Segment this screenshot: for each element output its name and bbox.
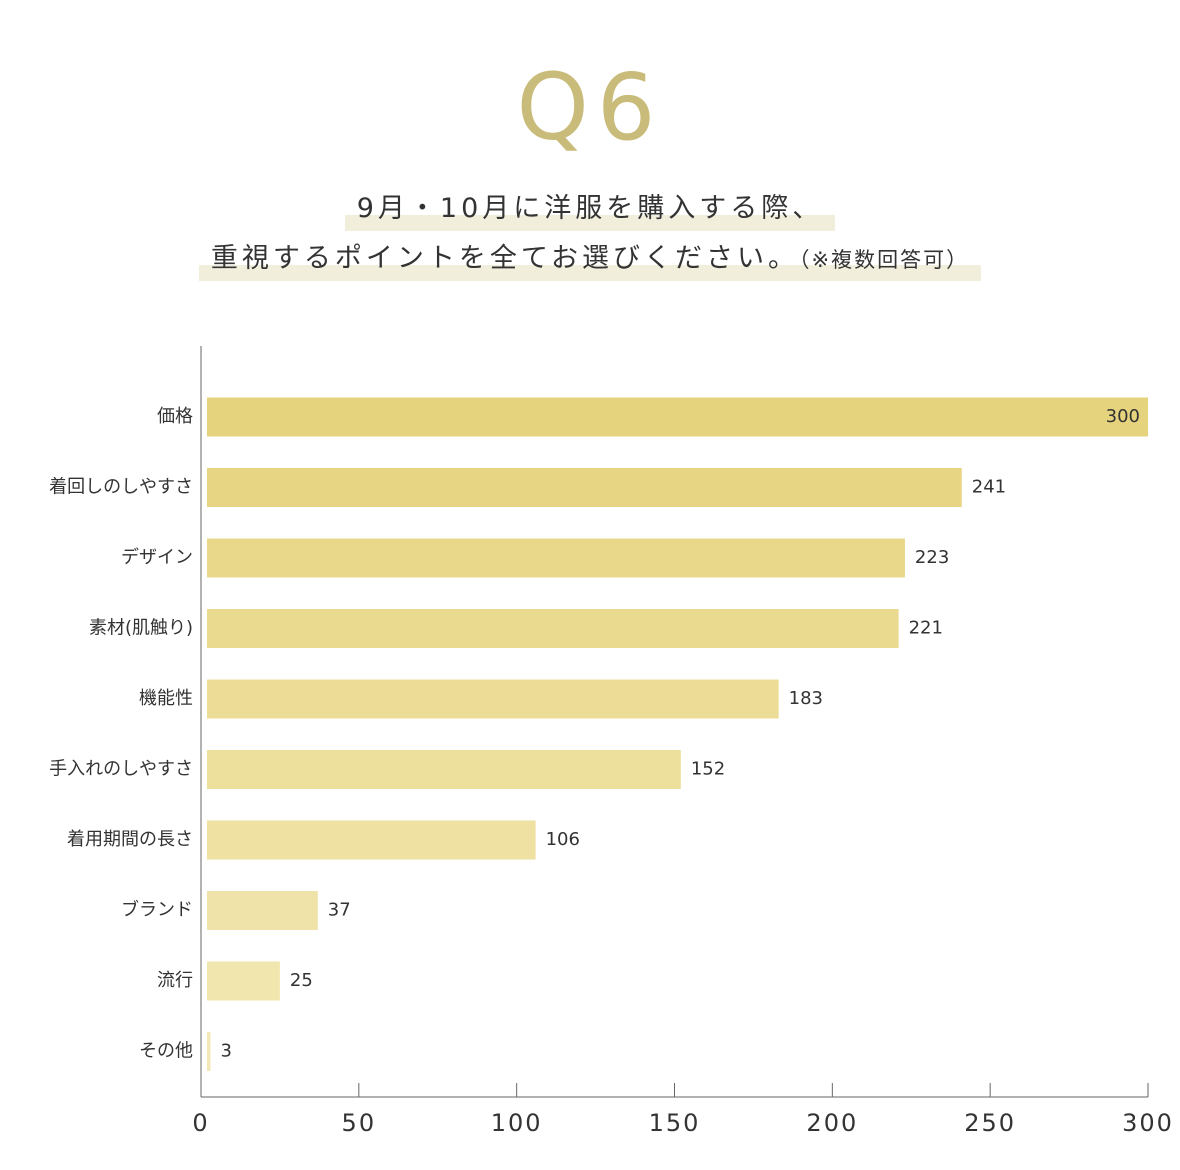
x-tick-label: 250 [964, 1109, 1016, 1137]
category-label: ブランド [121, 899, 193, 921]
bar-3 [207, 538, 905, 578]
category-label: 着用期間の長さ [67, 829, 193, 850]
category-label: 手入れのしやすさ [49, 759, 193, 780]
x-tick-label: 300 [1122, 1109, 1174, 1137]
data-label: 37 [328, 900, 351, 921]
category-label: デザイン [121, 547, 193, 568]
x-tick-label: 200 [806, 1109, 858, 1137]
question-text-2: 重視するポイントを全てお選びください。 [210, 243, 800, 274]
bar-2 [207, 468, 962, 507]
data-label: 223 [915, 547, 949, 568]
data-label: 25 [290, 970, 313, 991]
bar-6 [207, 750, 681, 789]
x-tick-label: 150 [649, 1109, 701, 1137]
data-label: 221 [909, 618, 943, 639]
category-label: 素材(肌触り) [89, 618, 193, 639]
bar-10 [207, 1032, 211, 1071]
category-label: 流行 [157, 970, 193, 991]
question-number: Q6 [516, 54, 664, 161]
bar-9 [207, 961, 280, 1001]
category-label: 価格 [157, 406, 193, 427]
bar-7 [207, 820, 536, 860]
category-label: 着回しのしやすさ [49, 477, 193, 498]
bar-8 [207, 891, 318, 930]
data-label: 152 [691, 759, 725, 780]
x-tick-label: 0 [192, 1109, 209, 1137]
bar-5 [207, 679, 779, 719]
bar-1 [207, 397, 1148, 437]
question-note: （※複数回答可） [799, 248, 970, 272]
x-tick-label: 50 [342, 1109, 377, 1137]
bar-4 [207, 609, 899, 648]
category-label: 機能性 [139, 688, 193, 709]
data-label: 106 [546, 829, 580, 850]
data-label: 241 [972, 477, 1006, 498]
data-label: 300 [1106, 406, 1140, 427]
data-label: 183 [789, 688, 823, 709]
x-tick-label: 100 [491, 1109, 543, 1137]
data-label: 3 [220, 1041, 231, 1062]
category-label: その他 [139, 1041, 193, 1062]
